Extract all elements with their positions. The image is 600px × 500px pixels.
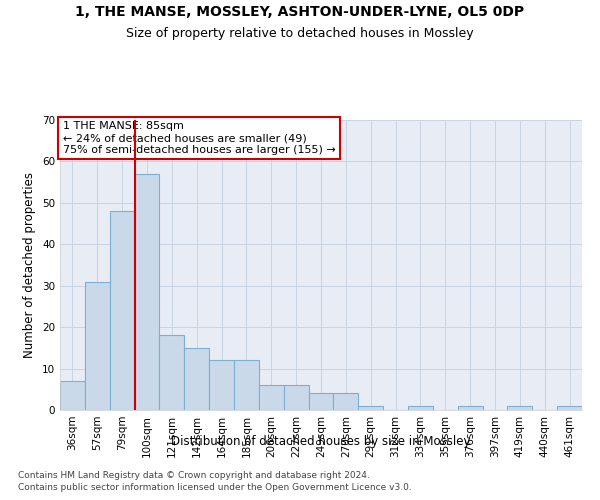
Bar xyxy=(60,381,85,410)
Bar xyxy=(184,348,209,410)
Bar xyxy=(209,360,234,410)
Text: Contains HM Land Registry data © Crown copyright and database right 2024.: Contains HM Land Registry data © Crown c… xyxy=(18,471,370,480)
Bar xyxy=(259,385,284,410)
Text: 1 THE MANSE: 85sqm
← 24% of detached houses are smaller (49)
75% of semi-detache: 1 THE MANSE: 85sqm ← 24% of detached hou… xyxy=(62,122,335,154)
Bar xyxy=(557,406,582,410)
Bar xyxy=(334,394,358,410)
Bar xyxy=(508,406,532,410)
Text: Distribution of detached houses by size in Mossley: Distribution of detached houses by size … xyxy=(171,435,471,448)
Bar xyxy=(85,282,110,410)
Bar xyxy=(408,406,433,410)
Bar xyxy=(160,336,184,410)
Bar xyxy=(458,406,482,410)
Bar xyxy=(134,174,160,410)
Text: 1, THE MANSE, MOSSLEY, ASHTON-UNDER-LYNE, OL5 0DP: 1, THE MANSE, MOSSLEY, ASHTON-UNDER-LYNE… xyxy=(76,5,524,19)
Text: Contains public sector information licensed under the Open Government Licence v3: Contains public sector information licen… xyxy=(18,484,412,492)
Text: Size of property relative to detached houses in Mossley: Size of property relative to detached ho… xyxy=(126,28,474,40)
Y-axis label: Number of detached properties: Number of detached properties xyxy=(23,172,37,358)
Bar xyxy=(110,211,134,410)
Bar xyxy=(234,360,259,410)
Bar xyxy=(308,394,334,410)
Bar xyxy=(284,385,308,410)
Bar xyxy=(358,406,383,410)
